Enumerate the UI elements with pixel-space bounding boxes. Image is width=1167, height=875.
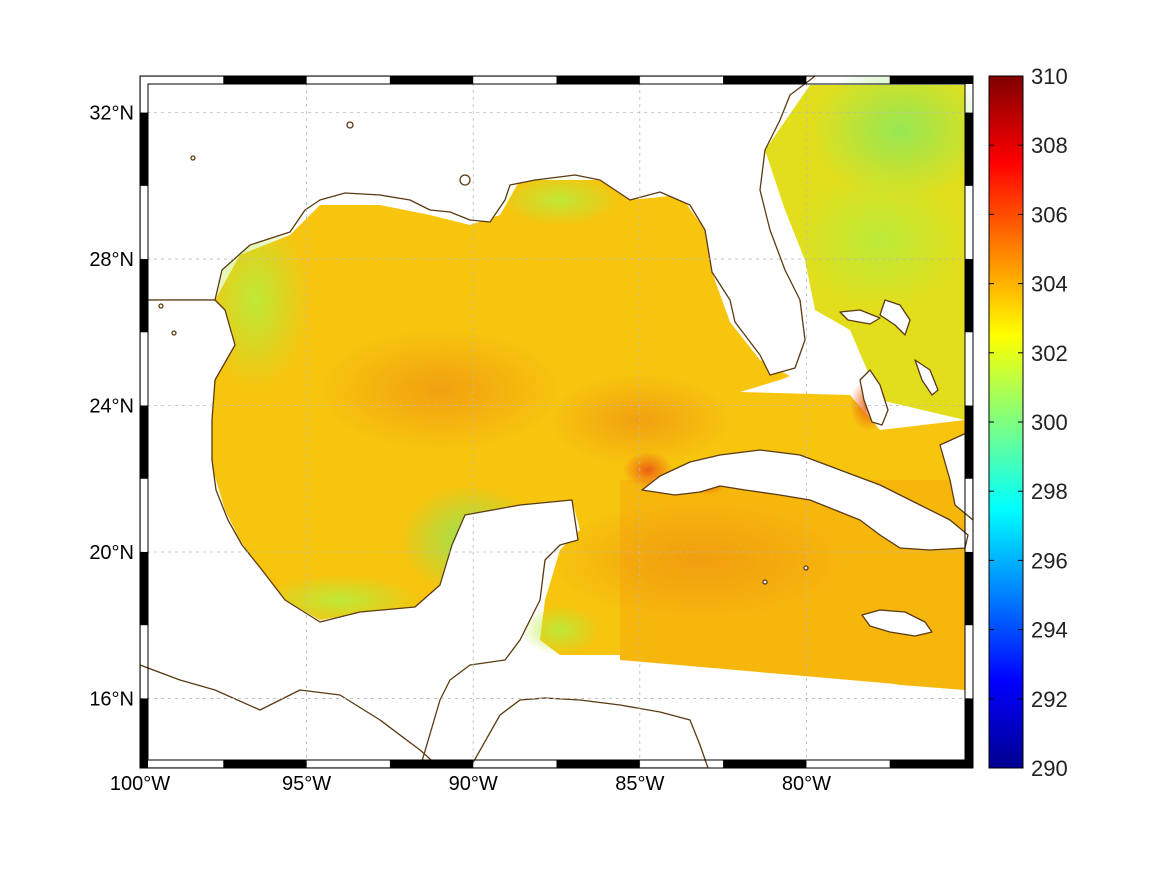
- island-dot: [171, 330, 177, 336]
- latitude-labels: 32°N 28°N 24°N 20°N 16°N: [89, 103, 134, 711]
- warm-central-gulf: [320, 330, 560, 450]
- frame-segment-right: [965, 405, 973, 479]
- frame-segment-bottom: [889, 760, 973, 768]
- lat-tick-label: 20°N: [89, 542, 134, 564]
- andros-island: [859, 369, 889, 426]
- frame-segment-left: [140, 112, 148, 186]
- island-dot: [762, 579, 768, 585]
- longitude-labels: 100°W 95°W 90°W 85°W 80°W: [110, 773, 831, 795]
- lon-tick-label: 100°W: [110, 773, 170, 795]
- lon-tick-label: 90°W: [449, 773, 498, 795]
- frame-segment-bottom: [389, 760, 474, 768]
- colorbar-ticks: 310 308 306 304 302 300 298 296 294 292 290: [989, 64, 1068, 781]
- island-dot: [158, 303, 164, 309]
- frame-segment-right: [965, 259, 973, 333]
- colorbar-tick-label: 308: [1031, 133, 1068, 158]
- island-dot: [346, 121, 354, 129]
- frame-segment-left: [140, 551, 148, 626]
- frame-segment-left: [140, 405, 148, 479]
- lon-tick-label: 80°W: [782, 773, 831, 795]
- frame-segment-left: [140, 698, 148, 768]
- grand-bahama: [839, 309, 881, 325]
- lon-tick-label: 85°W: [615, 773, 664, 795]
- colorbar-tick-label: 294: [1031, 618, 1068, 643]
- island-dot: [459, 174, 471, 186]
- us-coastline: [140, 76, 816, 376]
- colorbar-gradient: [988, 75, 1024, 769]
- colorbar-tick-label: 310: [1031, 64, 1068, 89]
- lat-tick-label: 24°N: [89, 396, 134, 418]
- frame-segment-right: [965, 698, 973, 768]
- frame-segment-bottom: [723, 760, 807, 768]
- lat-tick-label: 16°N: [89, 688, 134, 710]
- coastlines: [140, 76, 973, 768]
- frame-segment-left: [140, 259, 148, 333]
- cool-atlantic-mid: [795, 170, 965, 310]
- frame-segment-right: [965, 551, 973, 626]
- lon-tick-label: 95°W: [282, 773, 331, 795]
- frame-segment-top: [723, 76, 807, 84]
- colorbar-tick-label: 302: [1031, 341, 1068, 366]
- eleuthera: [914, 359, 939, 396]
- cool-yucatan-east: [520, 605, 600, 655]
- colorbar-tick-label: 296: [1031, 548, 1068, 573]
- colorbar-tick-label: 298: [1031, 479, 1068, 504]
- sst-field: [200, 76, 973, 690]
- cool-atlantic-north: [810, 76, 973, 200]
- warm-caribbean: [550, 500, 850, 620]
- map-frame-ticks: [140, 76, 973, 768]
- jamaica-coastline: [861, 609, 933, 637]
- central-america-coastline: [469, 697, 709, 768]
- colorbar-tick-label: 290: [1031, 756, 1068, 781]
- mexico-coastline: [140, 299, 579, 768]
- lat-tick-label: 32°N: [89, 103, 134, 125]
- colorbar-tick-label: 300: [1031, 410, 1068, 435]
- frame-segment-top: [556, 76, 640, 84]
- frame-segment-bottom: [556, 760, 640, 768]
- frame-segment-right: [965, 112, 973, 186]
- frame-segment-top: [223, 76, 307, 84]
- colorbar-tick-label: 304: [1031, 272, 1068, 297]
- colorbar: 310 308 306 304 302 300 298 296 294 292 290: [988, 64, 1068, 781]
- frame-segment-bottom: [223, 760, 307, 768]
- cuba-coastline: [641, 449, 969, 551]
- frame-segment-top: [889, 76, 973, 84]
- island-dot: [190, 155, 196, 161]
- cool-mississippi-bight: [500, 175, 620, 225]
- abaco-island: [879, 299, 911, 336]
- colorbar-tick-label: 306: [1031, 202, 1068, 227]
- colorbar-tick-label: 292: [1031, 687, 1068, 712]
- lat-tick-label: 28°N: [89, 249, 134, 271]
- frame-segment-top: [389, 76, 474, 84]
